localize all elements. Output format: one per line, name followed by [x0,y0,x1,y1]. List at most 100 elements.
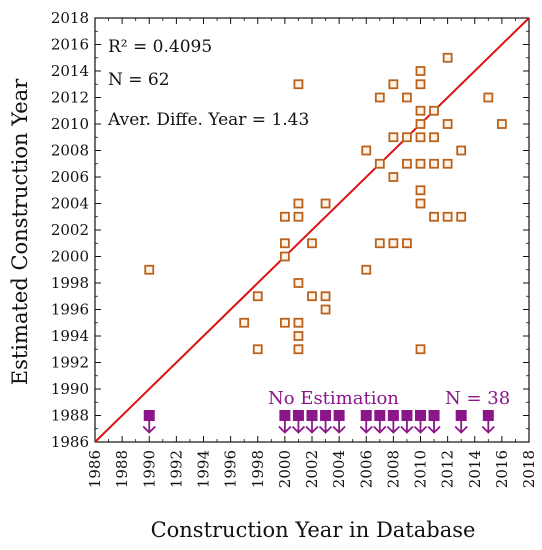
data-point [429,158,439,169]
y-axis-title: Estimated Construction Year [8,78,32,385]
y-tick-label: 1988 [51,407,89,425]
data-point [442,158,453,169]
no-estimation-marker [454,410,468,434]
data-point [279,238,290,249]
data-point [144,264,155,275]
no-estimation-square [292,410,304,421]
y-tick-label: 1992 [51,354,89,372]
y-tick-label: 1998 [51,274,89,292]
data-point [442,119,453,129]
data-point [320,291,331,302]
no-estimation-count-label: N = 38 [445,388,510,409]
sample-count-label: N = 62 [108,70,170,90]
no-estimation-arrow-head [373,425,387,434]
data-point [415,344,426,355]
no-estimation-arrow-head [481,425,495,434]
x-tick-label: 2012 [439,450,457,488]
no-estimation-marker [291,410,306,434]
no-estimation-marker [142,410,156,434]
no-estimation-marker [400,410,414,434]
no-estimation-square [455,410,467,421]
data-point [307,291,317,302]
x-tick-label: 2006 [357,450,375,488]
data-point [293,198,304,209]
y-tick-label: 2002 [51,221,89,239]
data-point [374,158,385,169]
no-estimation-square [306,410,318,421]
x-tick-label: 1988 [113,450,131,488]
data-point [415,198,426,209]
no-estimation-marker [318,410,333,434]
no-estimation-arrow-head [142,425,156,434]
x-tick-label: 1986 [86,450,104,488]
data-point [361,145,372,156]
y-tick-label: 2012 [51,89,89,107]
y-tick-label: 1996 [51,301,89,319]
no-estimation-marker [386,410,401,434]
data-point [415,132,426,143]
data-point [279,251,290,262]
data-point [402,132,412,143]
x-tick-label: 1998 [249,450,267,488]
no-estimation-marker [481,410,495,434]
y-tick-label: 1994 [51,327,89,345]
y-tick-label: 2018 [51,9,89,27]
data-points-layer [144,52,507,355]
no-estimation-marker [278,410,292,434]
data-point [402,238,412,249]
data-point [252,344,263,355]
data-point [496,119,507,129]
data-point [483,92,494,103]
data-point [456,211,467,222]
no-estimation-square [482,410,494,421]
no-estimation-marker [373,410,387,434]
no-estimation-square [333,410,345,421]
data-point [320,198,331,209]
x-tick-label: 2008 [384,450,402,488]
y-tick-label: 2006 [51,168,89,186]
x-tick-label: 1990 [140,450,158,488]
no-estimation-layer [142,410,495,434]
x-tick-label: 2010 [412,450,430,488]
data-point [442,52,453,63]
data-point [293,317,304,328]
no-estimation-label: No Estimation [268,388,399,409]
data-point [456,145,467,156]
x-tick-label: 1992 [167,450,185,488]
no-estimation-square [374,410,386,421]
no-estimation-arrow-head [413,425,428,434]
data-point [388,132,399,143]
no-estimation-marker [332,410,346,434]
data-point [415,119,426,129]
no-estimation-square [387,410,399,421]
y-tick-label: 2010 [51,115,89,133]
no-estimation-annotation: No Estimation N = 38 [268,388,510,409]
data-point [415,105,426,116]
y-tick-label: 1986 [51,433,89,451]
data-point [293,211,304,222]
data-point [388,79,399,90]
data-point [293,331,304,341]
no-estimation-arrow-head [291,425,306,434]
no-estimation-marker [427,410,441,434]
x-tick-label: 2018 [520,450,538,488]
data-point [320,304,331,315]
x-tick-label: 2014 [466,450,484,488]
reference-line [94,17,530,443]
data-point [429,105,439,116]
data-point [307,238,317,249]
data-point [293,79,304,90]
x-tick-label: 2016 [493,450,511,488]
no-estimation-square [143,410,155,421]
x-tick-label: 2002 [303,450,321,488]
data-point [293,344,304,355]
no-estimation-square [415,410,426,421]
data-point [293,278,304,288]
no-estimation-arrow-head [454,425,468,434]
data-point [415,79,426,90]
y-tick-label: 2000 [51,248,89,266]
y-tick-label: 2008 [51,142,89,160]
no-estimation-marker [413,410,428,434]
data-point [374,92,385,103]
